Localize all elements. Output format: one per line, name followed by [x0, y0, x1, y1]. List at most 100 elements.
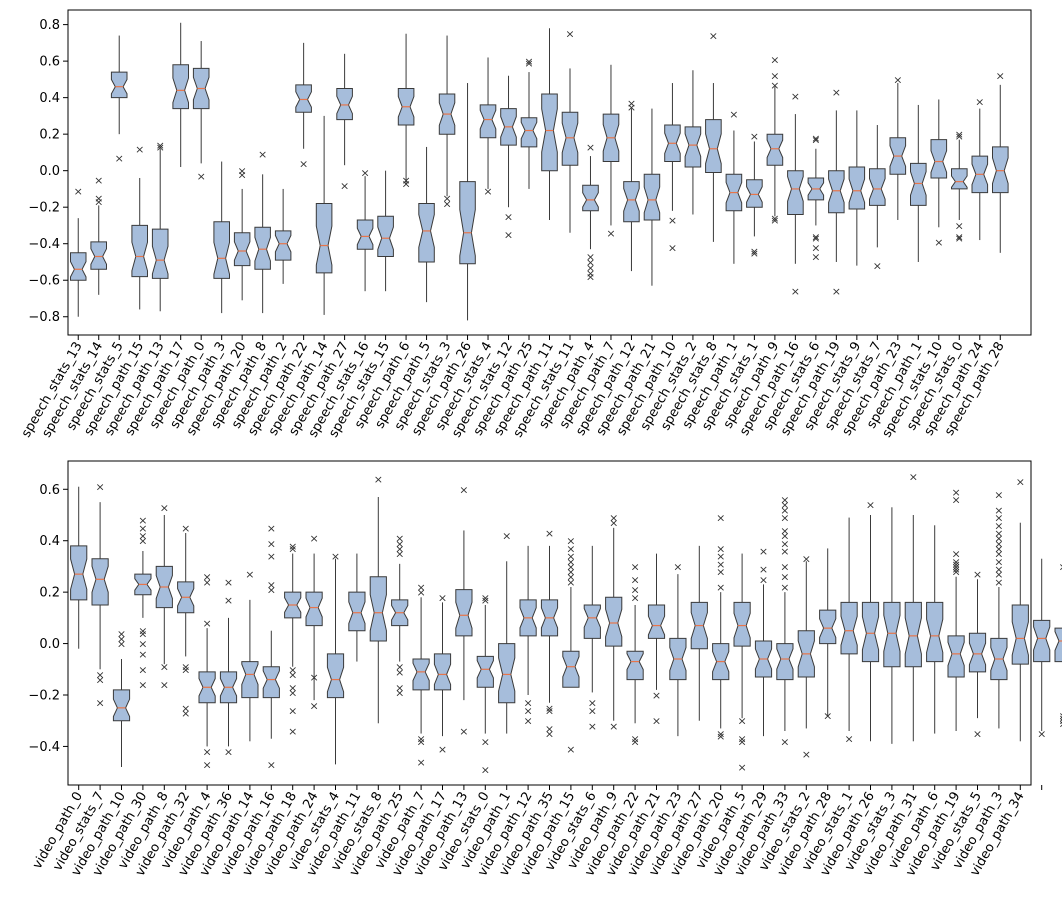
video-box: ××× [605, 512, 623, 733]
outlier-marker: × [238, 165, 247, 178]
outlier-marker: × [630, 560, 639, 573]
outlier-marker: × [586, 267, 595, 280]
y-tick-label: 0.2 [39, 128, 60, 143]
outlier-marker: × [524, 57, 533, 70]
outlier-marker: × [181, 661, 190, 674]
outlier-marker: × [138, 679, 147, 692]
box-body [112, 689, 131, 722]
outlier-marker: × [994, 532, 1003, 545]
outlier-marker: × [566, 576, 575, 589]
box-body [766, 133, 784, 166]
speech-box: ×× [828, 86, 845, 298]
speech-box: × [479, 57, 497, 198]
speech-box: × [192, 41, 210, 183]
speech-box [541, 28, 558, 220]
outlier-marker: × [955, 219, 964, 232]
box-body [776, 643, 794, 681]
outlier-marker: × [588, 704, 597, 717]
speech-box [172, 22, 189, 168]
outlier-marker: × [627, 97, 636, 110]
outlier-marker: × [823, 710, 832, 723]
speech-box: × [602, 64, 620, 240]
outlier-marker: × [716, 542, 725, 555]
outlier-marker: × [288, 663, 297, 676]
outlier-marker: × [973, 728, 982, 741]
outlier-marker: × [759, 573, 768, 586]
outlier-marker: × [94, 196, 103, 209]
speech-box: × [889, 73, 907, 220]
video-box: ×× [433, 591, 452, 756]
box-body [647, 604, 666, 639]
video-box: ××××××××××××× [990, 488, 1008, 729]
video-box [883, 507, 901, 744]
outlier-marker: × [331, 550, 340, 563]
outlier-marker: × [780, 512, 789, 525]
box-body [479, 104, 497, 139]
video-box: ×××× [91, 481, 109, 710]
outlier-marker: × [955, 130, 964, 143]
outlier-marker: × [504, 229, 513, 242]
outlier-marker: × [770, 214, 779, 227]
outlier-marker: × [994, 537, 1003, 550]
outlier-marker: × [975, 95, 984, 108]
outlier-marker: × [955, 128, 964, 141]
box-body [254, 226, 271, 270]
speech-box: ××××× [951, 128, 968, 245]
outlier-marker: × [588, 720, 597, 733]
outlier-marker: × [780, 545, 789, 558]
outlier-marker: × [459, 483, 468, 496]
outlier-marker: × [401, 177, 410, 190]
y-tick-label: 0.2 [39, 586, 60, 601]
outlier-marker: × [117, 632, 126, 645]
box-body [926, 601, 944, 663]
outlier-marker: × [202, 576, 211, 589]
y-tick-label: 0.6 [39, 483, 60, 498]
box-body [348, 591, 366, 632]
speech-box: ×× [623, 97, 640, 272]
outlier-marker: × [811, 134, 820, 147]
outlier-marker: × [288, 542, 297, 555]
outlier-marker: × [951, 494, 960, 507]
outlier-marker: × [117, 638, 126, 651]
box-body [848, 166, 866, 210]
outlier-marker: × [138, 648, 147, 661]
speech-box: ×× [233, 165, 251, 301]
box-body [91, 558, 109, 606]
outlier-marker: × [609, 720, 618, 733]
box-body [336, 88, 353, 121]
box-body [930, 139, 948, 179]
outlier-marker: × [586, 250, 595, 263]
outlier-marker: × [545, 728, 554, 741]
outlier-marker: × [395, 686, 404, 699]
box-body [787, 170, 804, 215]
video-box: ××××× [412, 581, 430, 769]
outlier-marker: × [442, 198, 451, 211]
video-box: ××× [583, 545, 601, 733]
box-body [1033, 619, 1051, 663]
outlier-marker: × [951, 486, 960, 499]
y-tick-label: −0.8 [28, 310, 60, 325]
outlier-marker: × [780, 494, 789, 507]
box-body [369, 576, 387, 642]
outlier-marker: × [481, 594, 490, 607]
video-box: ×× [797, 553, 815, 761]
outlier-marker: × [994, 527, 1003, 540]
video-box: × [498, 530, 516, 734]
outlier-marker: × [224, 746, 233, 759]
speech-box: × [705, 30, 722, 242]
outlier-marker: × [716, 581, 725, 594]
video-box: ××× [305, 532, 323, 712]
outlier-marker: × [609, 517, 618, 530]
outlier-marker: × [770, 79, 779, 92]
speech-box: ××× [90, 174, 107, 295]
outlier-marker: × [1037, 728, 1046, 741]
outlier-marker: × [566, 555, 575, 568]
box-body [110, 71, 128, 99]
outlier-marker: × [630, 584, 639, 597]
y-tick-label: 0.8 [39, 18, 60, 33]
outlier-marker: × [481, 735, 490, 748]
outlier-marker: × [135, 143, 144, 156]
outlier-marker: × [811, 232, 820, 245]
outlier-marker: × [288, 704, 297, 717]
video-box: ×××× [476, 591, 494, 777]
